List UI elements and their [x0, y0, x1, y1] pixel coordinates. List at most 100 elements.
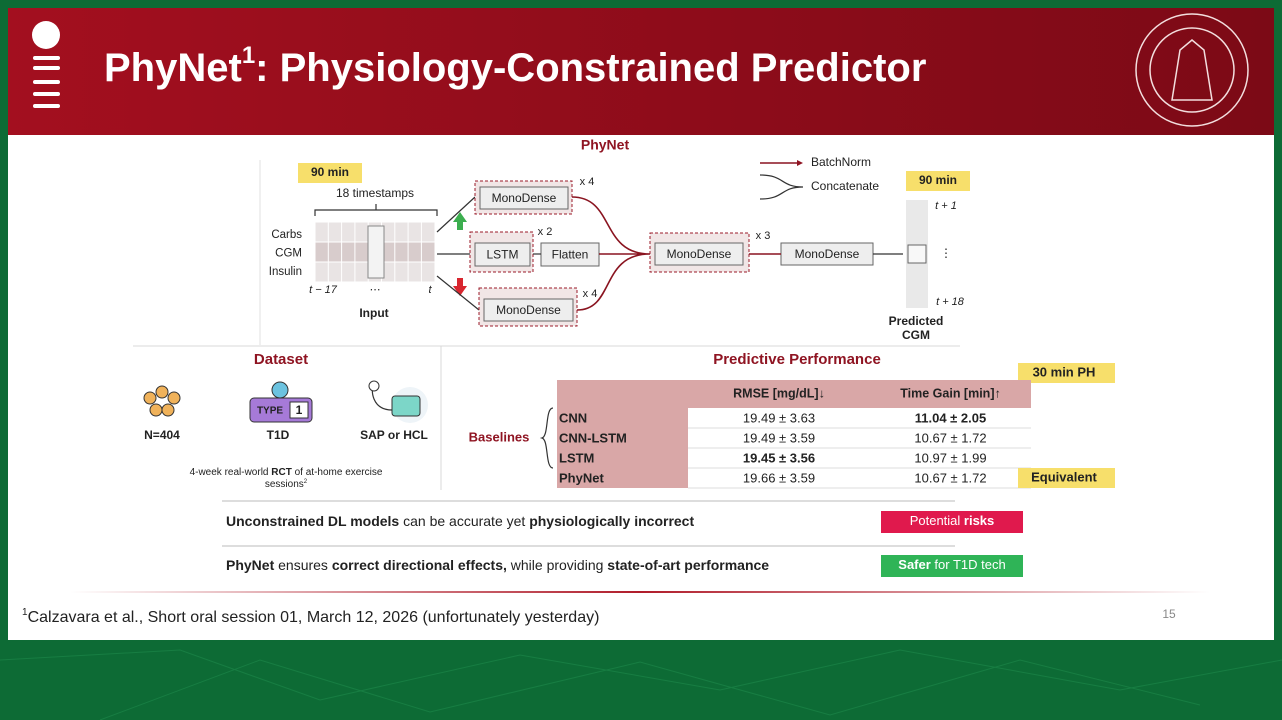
text-segment: Calzavara et al., Short oral session 01,…: [28, 609, 600, 626]
table-cell: 10.67 ± 1.72: [914, 470, 986, 485]
people-icon: [143, 391, 157, 405]
time-label: ⋯: [370, 284, 381, 296]
pump-sensor: [368, 380, 380, 392]
repeat-label: x 4: [583, 288, 598, 300]
text-segment: PhyNet: [104, 46, 242, 90]
table-cell: 10.67 ± 1.72: [914, 430, 986, 445]
text-segment: sessions: [265, 479, 304, 490]
note-label: 90 min: [919, 173, 957, 187]
diagram-title: PhyNet: [581, 137, 630, 153]
input-label: Input: [359, 306, 388, 320]
badge-label: Potential risks: [910, 513, 995, 528]
pump-icon: [391, 395, 421, 417]
text-segment: risks: [964, 513, 994, 528]
badge-label: Safer for T1D tech: [898, 557, 1005, 572]
sticky-note: [1018, 363, 1115, 383]
badge: [881, 555, 1023, 577]
row-name: LSTM: [559, 450, 594, 465]
people-icon: [161, 403, 175, 417]
up-arrow: [453, 212, 467, 230]
block-label: LSTM: [486, 248, 518, 262]
column-header: RMSE [mg/dL]↓: [733, 386, 825, 400]
bracket: [314, 204, 438, 216]
table-cell: 19.45 ± 3.56: [743, 450, 815, 465]
page-number: 15: [1162, 607, 1176, 621]
text-segment: 4-week real-world: [190, 467, 272, 478]
university-logo: [32, 21, 60, 108]
block-label: MonoDense: [795, 247, 860, 261]
repeat-label: x 2: [538, 226, 553, 238]
row-name: CNN-LSTM: [559, 430, 627, 445]
icon-text: 1: [296, 403, 303, 417]
slide-title: PhyNet1: Physiology-Constrained Predicto…: [104, 42, 926, 90]
brace: [539, 407, 554, 469]
people-icon: [167, 391, 181, 405]
block-label: MonoDense: [492, 191, 557, 205]
column-header: Time Gain [min]↑: [900, 386, 1000, 400]
block: [654, 242, 744, 266]
section-title: Predictive Performance: [713, 351, 881, 368]
block: [474, 242, 531, 267]
text-segment: state-of-art performance: [607, 557, 769, 573]
text-segment: for T1D tech: [931, 557, 1006, 572]
legend-label: BatchNorm: [811, 155, 871, 169]
sticky-note: [906, 171, 970, 191]
takeaway-text: PhyNet ensures correct directional effec…: [226, 557, 769, 573]
feature-label: Carbs: [271, 229, 302, 241]
table-cell: 19.49 ± 3.59: [743, 430, 815, 445]
note-label: 30 min PH: [1033, 364, 1096, 379]
text-segment: 1: [22, 607, 28, 618]
text-segment: ensures: [274, 557, 332, 573]
connector: [436, 196, 480, 311]
text-segment: can be accurate yet: [399, 513, 529, 529]
text-segment: Safer: [898, 557, 931, 572]
legend-line: [759, 174, 804, 200]
dataset-item: T1D: [267, 428, 290, 442]
dataset-note: sessions2: [265, 479, 308, 490]
row-name: CNN: [559, 410, 587, 425]
table-name-column: [557, 408, 688, 488]
block: [483, 298, 574, 322]
text-segment: 1: [242, 42, 255, 69]
text-segment: Unconstrained DL models: [226, 513, 399, 529]
dataset-item: SAP or HCL: [360, 428, 428, 442]
text-segment: RCT: [271, 467, 292, 478]
output-icon: [907, 244, 927, 264]
baselines-label: Baselines: [469, 429, 530, 444]
university-seal: [1135, 13, 1249, 127]
note-label: Equivalent: [1031, 469, 1097, 484]
text-segment: 2: [304, 479, 308, 485]
note-label: 90 min: [311, 165, 349, 179]
step-label: ⋮: [940, 246, 952, 260]
footnote: 1Calzavara et al., Short oral session 01…: [22, 607, 599, 626]
sticky-note: [298, 163, 362, 183]
background-pattern: [0, 649, 1282, 720]
sticky-note: [1018, 468, 1115, 488]
text-segment: physiologically incorrect: [529, 513, 694, 529]
repeat-label: x 3: [756, 230, 771, 242]
time-label: t − 17: [309, 284, 338, 296]
section-title: Dataset: [254, 351, 308, 368]
step-label: t + 1: [935, 200, 957, 212]
table-cell: 19.66 ± 3.59: [743, 470, 815, 485]
badge: [881, 511, 1023, 533]
feature-label: Insulin: [269, 266, 302, 278]
connector: [571, 196, 781, 311]
text-segment: Potential: [910, 513, 964, 528]
time-label: t: [428, 284, 432, 296]
output-label: CGM: [902, 328, 930, 342]
text-segment: of at-home exercise: [292, 467, 383, 478]
drop-icon: [271, 381, 289, 399]
legend-label: Concatenate: [811, 179, 879, 193]
dataset-item: N=404: [144, 428, 180, 442]
repeat-label: x 4: [580, 176, 595, 188]
timestamps-label: 18 timestamps: [336, 186, 414, 200]
row-name: PhyNet: [559, 470, 604, 485]
legend-arrow: [797, 160, 803, 166]
step-label: t + 18: [936, 296, 965, 308]
block-label: MonoDense: [496, 303, 561, 317]
down-arrow: [453, 278, 467, 296]
people-icon: [149, 403, 163, 417]
